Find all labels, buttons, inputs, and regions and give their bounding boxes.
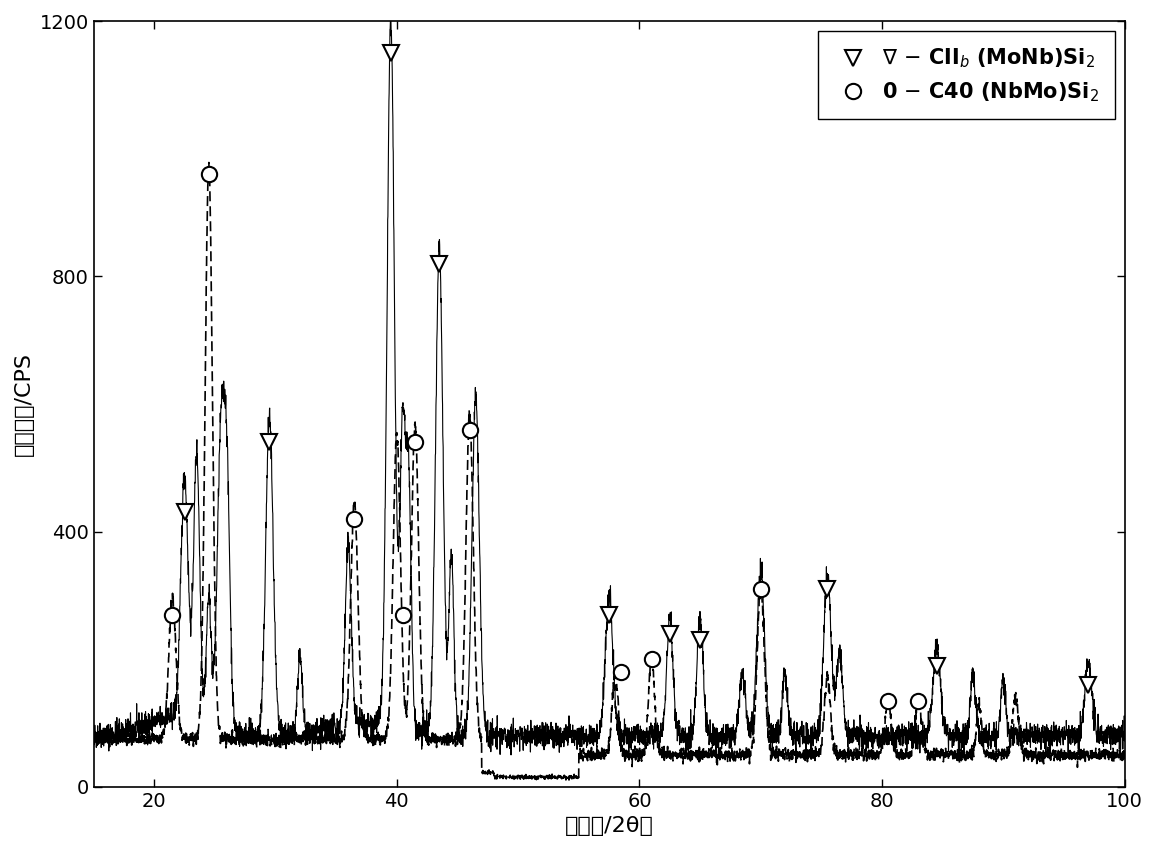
- X-axis label: 衍射角/2θ。: 衍射角/2θ。: [565, 816, 654, 836]
- Legend: $\nabla$ $-$ CII$_b$ (MoNb)Si$_2$, 0 $-$ C40 (NbMo)Si$_2$: $\nabla$ $-$ CII$_b$ (MoNb)Si$_2$, 0 $-$…: [818, 31, 1115, 119]
- Y-axis label: 衍射强度/CPS: 衍射强度/CPS: [14, 352, 34, 456]
